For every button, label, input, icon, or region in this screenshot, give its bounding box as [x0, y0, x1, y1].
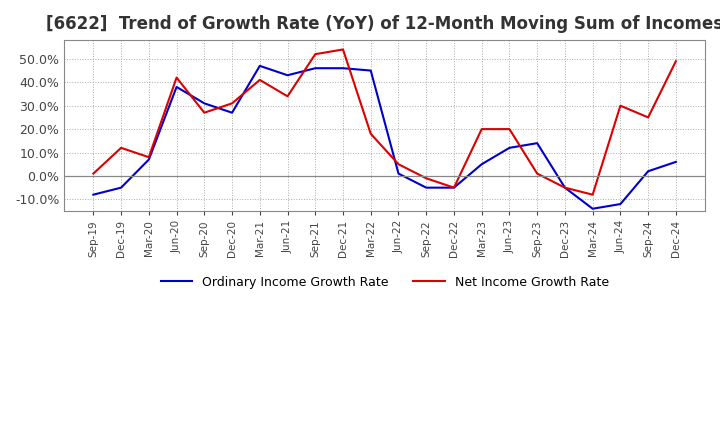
Ordinary Income Growth Rate	[672, 159, 680, 165]
Net Income Growth Rate	[89, 171, 98, 176]
Net Income Growth Rate	[477, 126, 486, 132]
Net Income Growth Rate	[228, 101, 236, 106]
Ordinary Income Growth Rate	[89, 192, 98, 197]
Net Income Growth Rate	[200, 110, 209, 115]
Ordinary Income Growth Rate	[228, 110, 236, 115]
Net Income Growth Rate	[561, 185, 570, 190]
Ordinary Income Growth Rate	[311, 66, 320, 71]
Ordinary Income Growth Rate	[616, 202, 625, 207]
Net Income Growth Rate	[256, 77, 264, 83]
Net Income Growth Rate	[283, 94, 292, 99]
Ordinary Income Growth Rate	[366, 68, 375, 73]
Ordinary Income Growth Rate	[561, 185, 570, 190]
Ordinary Income Growth Rate	[644, 169, 652, 174]
Ordinary Income Growth Rate	[338, 66, 347, 71]
Net Income Growth Rate	[338, 47, 347, 52]
Ordinary Income Growth Rate	[505, 145, 514, 150]
Ordinary Income Growth Rate	[145, 157, 153, 162]
Line: Net Income Growth Rate: Net Income Growth Rate	[94, 49, 676, 194]
Net Income Growth Rate	[422, 176, 431, 181]
Ordinary Income Growth Rate	[533, 140, 541, 146]
Net Income Growth Rate	[311, 51, 320, 57]
Ordinary Income Growth Rate	[283, 73, 292, 78]
Net Income Growth Rate	[394, 161, 402, 167]
Net Income Growth Rate	[117, 145, 125, 150]
Net Income Growth Rate	[588, 192, 597, 197]
Net Income Growth Rate	[172, 75, 181, 80]
Net Income Growth Rate	[145, 154, 153, 160]
Ordinary Income Growth Rate	[588, 206, 597, 211]
Ordinary Income Growth Rate	[256, 63, 264, 69]
Ordinary Income Growth Rate	[200, 101, 209, 106]
Ordinary Income Growth Rate	[172, 84, 181, 90]
Ordinary Income Growth Rate	[422, 185, 431, 190]
Net Income Growth Rate	[450, 185, 459, 190]
Legend: Ordinary Income Growth Rate, Net Income Growth Rate: Ordinary Income Growth Rate, Net Income …	[156, 271, 613, 294]
Net Income Growth Rate	[505, 126, 514, 132]
Net Income Growth Rate	[672, 59, 680, 64]
Net Income Growth Rate	[533, 171, 541, 176]
Ordinary Income Growth Rate	[394, 171, 402, 176]
Line: Ordinary Income Growth Rate: Ordinary Income Growth Rate	[94, 66, 676, 209]
Net Income Growth Rate	[366, 131, 375, 136]
Ordinary Income Growth Rate	[477, 161, 486, 167]
Ordinary Income Growth Rate	[117, 185, 125, 190]
Title: [6622]  Trend of Growth Rate (YoY) of 12-Month Moving Sum of Incomes: [6622] Trend of Growth Rate (YoY) of 12-…	[46, 15, 720, 33]
Net Income Growth Rate	[644, 115, 652, 120]
Net Income Growth Rate	[616, 103, 625, 108]
Ordinary Income Growth Rate	[450, 185, 459, 190]
